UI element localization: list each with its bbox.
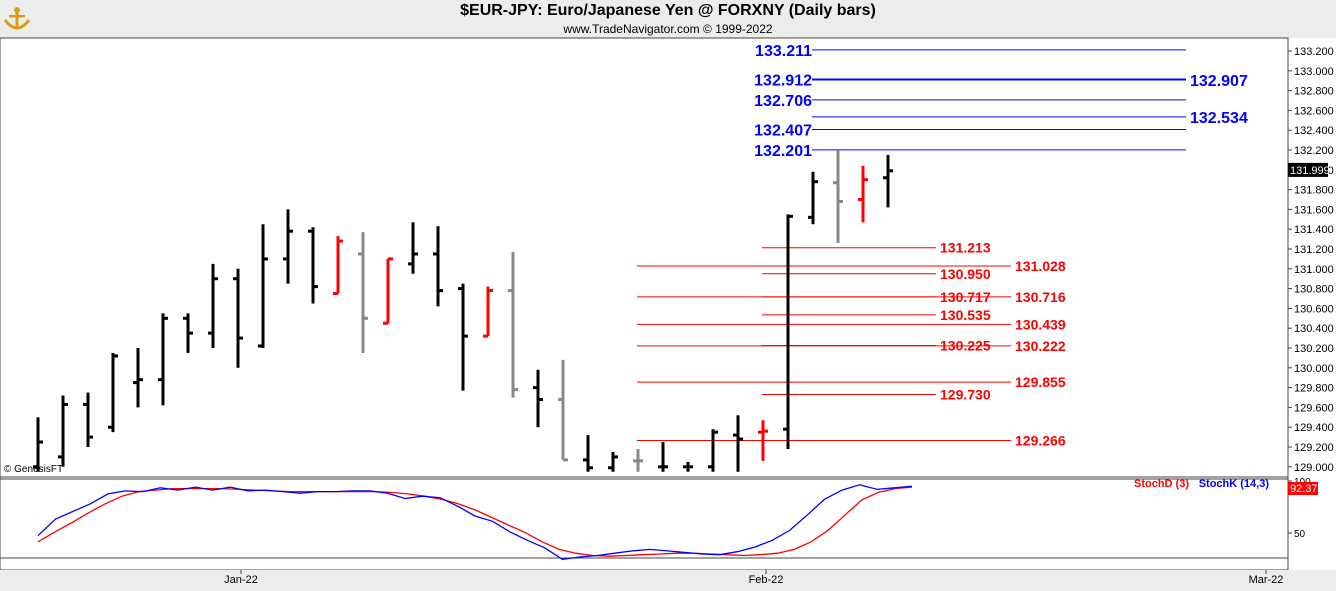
red-levels: 131.213130.950130.717130.535130.225129.7…: [637, 240, 1066, 448]
stoch-series-line: [37, 484, 913, 560]
ohlc-bar: [358, 232, 368, 353]
red-level-label: 131.213: [940, 240, 991, 256]
blue-level-label: 132.407: [754, 123, 812, 140]
ohlc-bar: [83, 392, 93, 447]
ohlc-bar: [458, 283, 468, 391]
x-tick-label: Feb-22: [749, 574, 784, 586]
last-price-badge: [1288, 162, 1328, 177]
y-tick-label: 133.000: [1294, 66, 1334, 78]
blue-level-label: 132.907: [1190, 73, 1248, 90]
y-tick-label: 129.800: [1294, 383, 1334, 395]
x-tick-label: Mar-22: [1249, 574, 1284, 586]
blue-level-label: 132.201: [754, 143, 812, 160]
red-level-label: 130.222: [1015, 338, 1066, 354]
y-tick-label: 130.800: [1294, 284, 1334, 296]
y-tick-label: 131.400: [1294, 224, 1334, 236]
blue-level-label: 132.534: [1190, 110, 1248, 127]
x-tick-label: Jan-22: [224, 574, 258, 586]
y-tick-label: 131.800: [1294, 185, 1334, 197]
ohlc-bar: [858, 165, 868, 223]
red-level-label: 130.439: [1015, 316, 1066, 332]
ohlc-bar: [483, 286, 493, 338]
ohlc-bar: [133, 348, 143, 408]
y-tick-label: 132.600: [1294, 105, 1334, 117]
stochastic-panel-frame: [0, 476, 1289, 571]
ohlc-bar: [383, 257, 393, 325]
ohlc-bar: [883, 154, 893, 208]
y-tick-label: 130.200: [1294, 343, 1334, 355]
last-price-label: 131.999: [1290, 165, 1330, 177]
blue-level-label: 133.211: [755, 43, 812, 60]
ohlc-bar: [433, 226, 443, 307]
stoch-last-badge: [1288, 482, 1318, 495]
ohlc-bar: [508, 251, 518, 398]
ohlc-bar: [108, 352, 118, 433]
ohlc-bar: [233, 268, 243, 368]
ohlc-bar: [308, 227, 318, 304]
ohlc-bar: [183, 313, 193, 353]
chart-title: $EUR-JPY: Euro/Japanese Yen @ FORXNY (Da…: [460, 2, 876, 19]
ohlc-bar: [158, 313, 168, 406]
stoch-y-tick-label: 50: [1294, 529, 1306, 540]
blue-level-label: 132.706: [754, 93, 812, 110]
price-panel-frame: [0, 37, 1289, 478]
ohlc-bar: [758, 420, 768, 461]
ohlc-bar: [283, 209, 293, 284]
stochK-legend: StochK (14,3): [1199, 478, 1270, 490]
red-level-label: 129.730: [940, 387, 991, 403]
ohlc-bar: [533, 369, 543, 428]
ohlc-bar: [733, 415, 743, 472]
y-tick-label: 131.600: [1294, 204, 1334, 216]
ohlc-bar: [808, 171, 818, 225]
ohlc-bar: [33, 417, 43, 472]
red-level-label: 130.950: [940, 266, 991, 282]
ohlc-bar: [258, 224, 268, 348]
price-y-axis: 133.200 133.000 132.800 132.600 132.400 132.2…: [1288, 46, 1334, 474]
stochastic-indicator: 10050StochD (3)StochK (14,3)92.37: [0, 477, 1318, 560]
y-tick-label: 133.200: [1294, 46, 1334, 58]
trade-navigator-logo: [0, 0, 34, 41]
stochD-legend: StochD (3): [1134, 478, 1189, 490]
ohlc-bar: [333, 236, 343, 296]
chart-header: $EUR-JPY: Euro/Japanese Yen @ FORXNY (Da…: [0, 0, 1336, 38]
ohlc-bar: [583, 435, 593, 472]
genesis-watermark: © GenesisFT: [4, 464, 63, 475]
ohlc-bar: [708, 429, 718, 472]
y-tick-label: 129.400: [1294, 422, 1334, 434]
y-tick-label: 132.400: [1294, 125, 1334, 137]
ohlc-bar: [408, 222, 418, 274]
red-level-label: 129.266: [1015, 432, 1066, 448]
chart-subtitle: www.TradeNavigator.com © 1999-2022: [563, 22, 773, 36]
red-level-label: 131.028: [1015, 258, 1066, 274]
ohlc-bar: [833, 150, 843, 244]
red-level-label: 130.716: [1015, 289, 1066, 305]
blue-levels: 133.211 132.912 132.907 132.706 132.534 132.4…: [754, 43, 1248, 160]
y-tick-label: 132.200: [1294, 145, 1334, 157]
stoch-series-line: [37, 486, 913, 557]
ohlc-bar: [58, 395, 68, 467]
y-tick-label: 130.400: [1294, 323, 1334, 335]
blue-level-label: 132.912: [754, 73, 812, 90]
red-level-label: 129.855: [1015, 374, 1066, 390]
ohlc-bar: [783, 214, 793, 449]
y-tick-label: 129.200: [1294, 442, 1334, 454]
y-tick-label: 129.600: [1294, 402, 1334, 414]
y-tick-label: 129.000: [1294, 462, 1334, 474]
x-axis-band: [0, 570, 1336, 591]
ohlc-bar: [558, 359, 568, 462]
ohlc-bar: [608, 451, 618, 472]
ohlc-bars: [33, 150, 893, 472]
y-tick-label: 130.000: [1294, 363, 1334, 375]
ohlc-bar: [658, 442, 668, 472]
ohlc-bar: [208, 263, 218, 348]
stoch-last-label: 92.37: [1290, 483, 1318, 495]
y-tick-label: 132.800: [1294, 86, 1334, 98]
ohlc-bar: [683, 461, 693, 472]
red-level-label: 130.535: [940, 307, 991, 323]
y-tick-label: 131.000: [1294, 264, 1334, 276]
y-tick-label: 131.200: [1294, 244, 1334, 256]
ohlc-bar: [633, 448, 643, 472]
y-tick-label: 130.600: [1294, 303, 1334, 315]
